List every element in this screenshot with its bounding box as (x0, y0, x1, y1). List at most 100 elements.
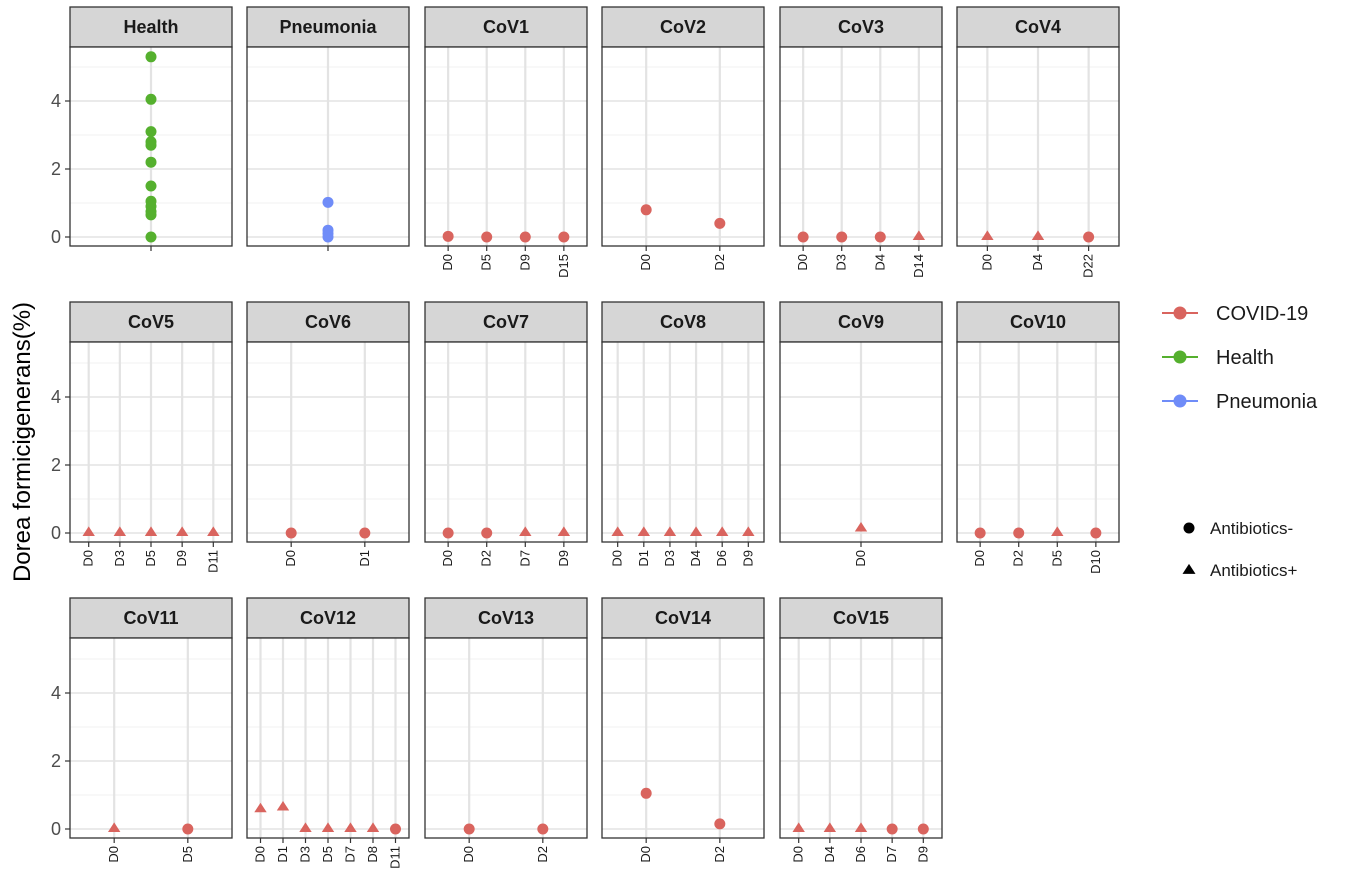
y-tick-label: 4 (51, 683, 61, 703)
x-tick-label: D2 (712, 254, 727, 271)
data-point-triangle (321, 822, 335, 832)
data-point-triangle (276, 801, 290, 811)
data-point-circle (285, 527, 297, 539)
panel-border (246, 46, 410, 247)
data-point-circle (974, 527, 986, 539)
data-point-circle (442, 527, 454, 539)
panel-cov3: CoV3 D0 D3 D4 D14 (779, 6, 943, 278)
y-tick-label: 0 (51, 227, 61, 247)
panel-cov1: CoV1 D0 D5 D9 D15 (424, 6, 588, 278)
x-tick-label: D0 (853, 550, 868, 567)
strip-cov3 (779, 6, 943, 48)
legend-label: Antibiotics- (1210, 519, 1293, 538)
strip-label: CoV2 (660, 17, 706, 37)
panel-border (246, 637, 410, 839)
x-tick-label: D9 (740, 550, 755, 567)
legend-label: Pneumonia (1216, 391, 1318, 413)
strip-label: CoV5 (128, 312, 174, 332)
data-point-circle (640, 787, 652, 799)
panel-cov5: CoV5 D0 D3 D5 D9 D11 0 2 4 (51, 301, 233, 573)
panel-cov11: CoV11 D0 D5 0 2 4 (51, 597, 233, 863)
panel-cov10: CoV10 D0 D2 D5 D10 (956, 301, 1120, 574)
strip-cov14 (601, 597, 765, 639)
panel-border (424, 637, 588, 839)
x-tick-label: D0 (283, 550, 298, 567)
data-point-triangle (107, 822, 121, 832)
x-tick-label: D9 (915, 846, 930, 863)
data-point-circle (145, 51, 157, 63)
data-point-triangle (792, 822, 805, 832)
panel-cov14: CoV14 D0 D2 (601, 597, 765, 863)
strip-cov9 (779, 301, 943, 343)
legend-key-circle (1173, 394, 1187, 408)
panel-border (956, 46, 1120, 247)
x-tick-label: D0 (106, 846, 121, 863)
x-tick-label: D7 (517, 550, 532, 567)
legend-label: Antibiotics+ (1210, 561, 1297, 580)
data-point-triangle (715, 526, 729, 536)
plot-area (602, 638, 764, 838)
data-point-circle (1013, 527, 1025, 539)
panel-border (779, 637, 943, 839)
panel-cov9: CoV9 D0 (779, 301, 943, 567)
x-tick-label: D0 (638, 846, 653, 863)
data-point-circle (145, 139, 157, 151)
x-tick-label: D0 (610, 550, 625, 567)
data-point-circle (182, 823, 194, 835)
strip-label: CoV10 (1010, 312, 1066, 332)
panel-border (779, 341, 943, 543)
strip-label: CoV4 (1015, 17, 1061, 37)
strip-label: CoV15 (833, 608, 889, 628)
x-tick-label: D3 (112, 550, 127, 567)
data-point-circle (640, 204, 652, 216)
data-point-triangle (144, 526, 158, 536)
data-point-circle (917, 823, 929, 835)
data-point-circle (145, 209, 157, 221)
plot-area (780, 47, 942, 246)
data-point-circle (1090, 527, 1102, 539)
panel-border (601, 637, 765, 839)
panel-border (956, 341, 1120, 543)
strip-label: CoV3 (838, 17, 884, 37)
panel-border (601, 46, 765, 247)
data-point-triangle (113, 526, 127, 536)
x-tick-label: D0 (253, 846, 268, 863)
panel-cov2: CoV2 D0 D2 (601, 6, 765, 271)
data-point-circle (322, 231, 334, 243)
plot-area (425, 47, 587, 246)
x-tick-label: D3 (662, 550, 677, 567)
data-point-triangle (912, 230, 926, 240)
data-point-triangle (854, 522, 868, 532)
strip-cov13 (424, 597, 588, 639)
data-point-triangle (637, 526, 651, 536)
panel-cov6: CoV6 D0 D1 (246, 301, 410, 567)
x-tick-label: D1 (357, 550, 372, 567)
x-tick-label: D5 (320, 846, 335, 863)
data-point-circle (886, 823, 898, 835)
x-tick-label: D14 (911, 254, 926, 278)
panel-border (69, 341, 233, 543)
panel-health: Health 0 2 4 (51, 6, 233, 251)
x-tick-label: D0 (979, 254, 994, 271)
plot-area (425, 638, 587, 838)
data-point-circle (874, 231, 886, 243)
x-tick-label: D7 (884, 846, 899, 863)
data-point-circle (442, 230, 454, 242)
x-tick-label: D2 (1011, 550, 1026, 567)
x-tick-label: D4 (1030, 254, 1045, 271)
data-point-triangle (207, 526, 220, 536)
x-tick-label: D10 (1088, 550, 1103, 574)
x-tick-label: D11 (388, 846, 403, 869)
strip-label: CoV8 (660, 312, 706, 332)
x-tick-label: D9 (174, 550, 189, 567)
data-point-circle (481, 231, 493, 243)
x-tick-label: D0 (440, 550, 455, 567)
x-tick-label: D1 (275, 846, 290, 863)
panel-cov12: CoV12 D0 D1 D3 D5 D7 D8 D11 (246, 597, 410, 869)
plot-area (70, 638, 232, 838)
x-tick-label: D2 (712, 846, 727, 863)
plot-area (602, 47, 764, 246)
x-tick-label: D22 (1081, 254, 1096, 278)
data-point-triangle (689, 526, 703, 536)
